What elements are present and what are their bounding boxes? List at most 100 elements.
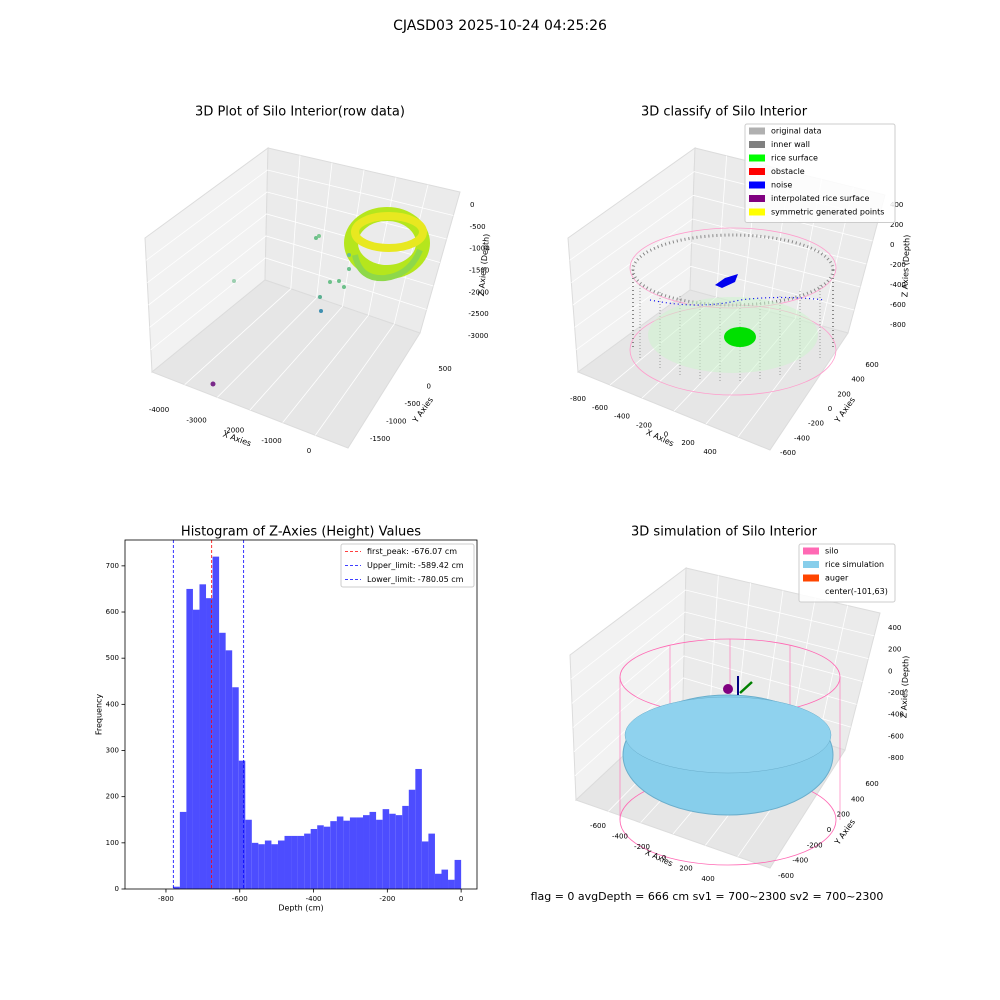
- bar: [336, 816, 344, 889]
- legend-label: interpolated rice surface: [771, 194, 869, 203]
- chart-title: Histogram of Z-Axies (Height) Values: [181, 525, 421, 540]
- z-tick-label: -3000: [468, 332, 488, 340]
- y-tick-label: 700: [106, 562, 119, 570]
- x-tick-label: -800: [570, 395, 586, 403]
- bar: [395, 815, 403, 889]
- x-tick-label: -400: [306, 895, 322, 903]
- x-tick-label: -600: [592, 404, 608, 412]
- grid-line: [282, 177, 397, 423]
- z-tick-label: 0: [470, 201, 474, 209]
- chart-title: 3D classify of Silo Interior: [641, 105, 808, 120]
- bar: [408, 789, 416, 889]
- y-tick-label: 600: [865, 780, 878, 788]
- bar: [310, 828, 318, 889]
- y-tick-label: 500: [106, 654, 119, 662]
- z-axis-label: Z Axies (Depth): [900, 235, 911, 298]
- z-tick-label: -2500: [468, 310, 488, 318]
- bar: [448, 879, 455, 889]
- x-tick-label: -3000: [186, 416, 206, 424]
- bar: [349, 817, 357, 889]
- legend-label: noise: [771, 181, 792, 190]
- bar: [212, 556, 220, 889]
- legend-label: inner wall: [771, 140, 810, 149]
- bar: [199, 584, 207, 889]
- silo-simulation: [619, 638, 841, 866]
- bar: [179, 811, 187, 889]
- z-tick-label: -400: [888, 711, 904, 719]
- y-tick-label: 600: [106, 608, 119, 616]
- legend: [798, 543, 896, 603]
- x-tick-label: -600: [232, 895, 248, 903]
- y-tick-label: 100: [106, 839, 119, 847]
- y-tick-label: 300: [106, 747, 119, 755]
- bar: [277, 840, 285, 889]
- y-tick-label: 400: [851, 795, 864, 803]
- y-tick-label: -400: [792, 857, 808, 865]
- y-tick-label: 400: [851, 376, 864, 384]
- bar: [291, 835, 298, 889]
- legend-swatch: [749, 195, 765, 202]
- chart-title: 3D Plot of Silo Interior(row data): [195, 105, 405, 120]
- legend-swatch: [803, 547, 819, 555]
- z-tick-label: -600: [888, 732, 904, 740]
- z-tick-label: -200: [888, 689, 904, 697]
- x-tick-label: -200: [634, 843, 650, 851]
- legend-label: original data: [771, 127, 822, 136]
- x-tick-label: 0: [664, 430, 668, 438]
- x-tick-label: -200: [379, 895, 395, 903]
- legend-swatch: [803, 561, 819, 568]
- bar: [434, 873, 442, 889]
- y-tick-label: 200: [106, 793, 119, 801]
- legend: [744, 123, 896, 223]
- y-tick-label: 400: [106, 700, 119, 708]
- y-tick-label: -600: [780, 449, 796, 457]
- point-cloud: [629, 227, 837, 396]
- z-tick-label: 200: [888, 646, 901, 654]
- x-tick-label: -400: [614, 413, 630, 421]
- point-cloud: [210, 207, 430, 387]
- bar: [369, 811, 377, 889]
- y-tick-label: 200: [837, 811, 850, 819]
- z-tick-label: -400: [890, 281, 906, 289]
- bar: [428, 833, 435, 889]
- z-tick-label: -200: [890, 261, 906, 269]
- bar: [264, 840, 272, 889]
- x-tick-label: 400: [701, 875, 714, 883]
- x-tick-label: -800: [158, 895, 174, 903]
- x-axis-label: Depth (cm): [278, 904, 323, 913]
- y-tick-label: -1000: [386, 418, 406, 426]
- y-tick-label: 0: [427, 383, 431, 391]
- grid-line: [150, 257, 427, 350]
- y-tick-label: -1500: [370, 435, 390, 443]
- legend-label: rice simulation: [825, 560, 884, 569]
- axes-frame: [124, 539, 478, 890]
- z-tick-label: -800: [890, 321, 906, 329]
- grid-line: [217, 162, 333, 398]
- bar: [376, 819, 383, 889]
- y-tick-label: 500: [438, 365, 451, 373]
- z-tick-label: -600: [890, 301, 906, 309]
- y-tick-label: 200: [837, 390, 850, 398]
- y-axis-label: Frequency: [95, 694, 104, 736]
- legend-label: center(-101,63): [825, 587, 888, 596]
- z-axis-label: Z Axies (Depth): [899, 656, 910, 719]
- y-tick-label: 0: [115, 885, 119, 893]
- y-tick-label: 0: [828, 405, 832, 413]
- bar: [173, 886, 180, 889]
- z-tick-label: 400: [890, 201, 903, 209]
- bar: [343, 820, 350, 889]
- bar: [232, 687, 239, 889]
- x-tick-label: 0: [662, 854, 666, 862]
- bar: [389, 813, 396, 889]
- y-tick-label: -500: [405, 400, 421, 408]
- x-tick-label: 200: [681, 439, 694, 447]
- bar: [225, 650, 233, 889]
- legend-label: Upper_limit: -589.42 cm: [367, 561, 464, 570]
- bar: [251, 842, 259, 889]
- bar: [454, 859, 462, 889]
- grid-line: [249, 169, 365, 411]
- z-tick-label: 0: [888, 667, 892, 675]
- bar: [238, 760, 246, 889]
- y-tick-label: 0: [827, 826, 831, 834]
